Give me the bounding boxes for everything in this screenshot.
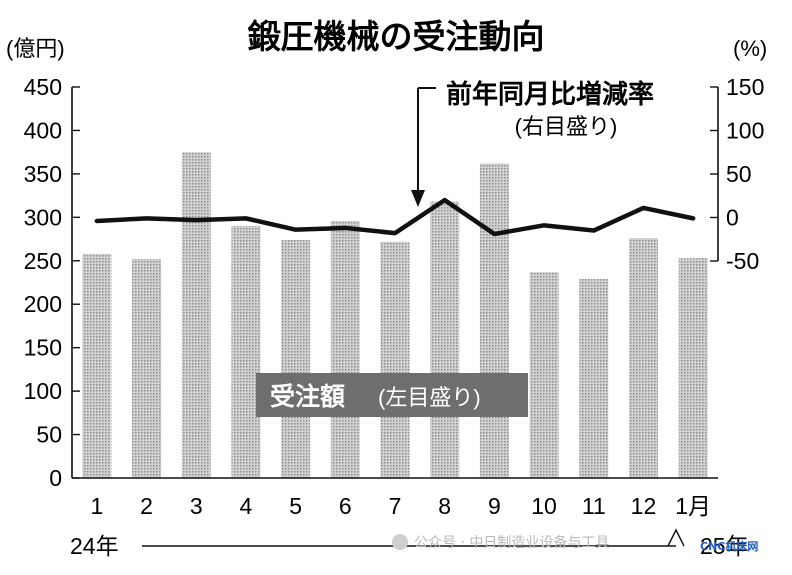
watermark-text: 公众号 · 中日制造业设备与工具 (414, 535, 610, 551)
x-tick-label: 1月 (675, 493, 711, 519)
bar-3 (181, 152, 211, 478)
x-tick-label: 5 (289, 493, 302, 519)
bar-6 (330, 220, 360, 478)
bar-4 (231, 226, 261, 478)
left-tick-label: 150 (24, 335, 62, 361)
bar-7 (380, 241, 410, 478)
watermark: 公众号 · 中日制造业设备与工具 (392, 532, 609, 552)
left-tick-label: 450 (24, 74, 62, 100)
x-tick-label: 4 (240, 493, 253, 519)
x-tick-label: 3 (190, 493, 203, 519)
x-tick-label: 11 (582, 493, 606, 519)
year-break-mark (667, 528, 685, 547)
year-end-label: 25年 (700, 533, 749, 559)
bar-12 (628, 238, 658, 478)
x-tick-label: 8 (438, 493, 451, 519)
left-tick-label: 100 (24, 378, 62, 404)
left-tick-label: 50 (36, 422, 62, 448)
bar-11 (579, 279, 609, 478)
left-tick-label: 400 (24, 117, 62, 143)
line-layer (94, 197, 696, 237)
bar-series-label-box (256, 373, 528, 417)
left-tick-label: 300 (24, 204, 62, 230)
bar-8 (430, 201, 460, 478)
right-tick-label: 0 (726, 205, 739, 231)
legend-arrow-head (411, 190, 425, 207)
right-tick-label: 100 (726, 118, 764, 144)
x-tick-label: 6 (339, 493, 352, 519)
left-tick-label: 200 (24, 291, 62, 317)
bar-13 (678, 258, 708, 478)
left-tick-label: 250 (24, 248, 62, 274)
x-tick-label: 12 (631, 493, 657, 519)
legend-layer: 前年同月比増減率 (右目盛り) 受注額 (左目盛り) (256, 79, 654, 417)
wechat-icon (392, 534, 408, 550)
x-tick-label: 2 (140, 493, 153, 519)
brand-logo-text: CNC机床网 (700, 540, 759, 553)
x-tick-label: 10 (531, 493, 557, 519)
bar-2 (132, 259, 162, 478)
left-tick-label: 350 (24, 161, 62, 187)
bar-1 (82, 253, 112, 478)
line-series-label: 前年同月比増減率 (446, 79, 654, 110)
bar-series-label: 受注額 (270, 382, 345, 411)
right-axis-unit: (%) (733, 36, 767, 61)
x-tick-label: 7 (389, 493, 402, 519)
right-tick-label: -50 (726, 248, 759, 274)
bar-5 (281, 239, 311, 478)
line-series-axis-note: (右目盛り) (515, 114, 618, 139)
right-tick-label: 150 (726, 74, 764, 100)
bar-10 (529, 272, 559, 478)
bars-layer (82, 152, 708, 478)
left-tick-label: 0 (49, 465, 62, 491)
year-start-label: 24年 (70, 533, 119, 559)
right-tick-label: 50 (726, 161, 752, 187)
left-axis-unit: (億円) (6, 36, 65, 61)
x-tick-label: 9 (488, 493, 501, 519)
bar-series-axis-note: (左目盛り) (378, 385, 481, 410)
bar-9 (479, 163, 509, 478)
axes-layer: 450 400 350 300 250 200 150 100 50 0 150 100 50 0 -50 1… (24, 74, 765, 559)
chart-title: 鍛圧機械の受注動向 (248, 17, 545, 56)
x-tick-label: 1 (90, 493, 103, 519)
